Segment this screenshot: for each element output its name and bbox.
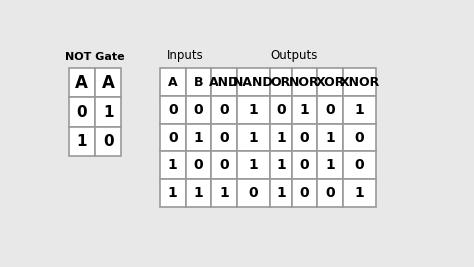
Text: 0: 0 (248, 186, 258, 200)
Text: 1: 1 (193, 186, 203, 200)
Text: 1: 1 (219, 186, 229, 200)
Bar (317, 151, 343, 179)
Text: 0: 0 (168, 103, 178, 117)
Bar (292, 96, 317, 124)
Text: 1: 1 (168, 158, 178, 172)
Text: 0: 0 (168, 131, 178, 144)
Text: 1: 1 (248, 131, 258, 144)
Text: 1: 1 (193, 131, 203, 144)
Bar (317, 96, 343, 124)
Bar (95, 97, 121, 127)
Bar (186, 124, 211, 151)
Bar (95, 68, 121, 97)
Text: 0: 0 (193, 158, 203, 172)
Text: 1: 1 (76, 134, 87, 149)
Bar (343, 96, 376, 124)
Text: 0: 0 (76, 105, 87, 120)
Text: 0: 0 (300, 131, 310, 144)
Bar (69, 97, 95, 127)
Bar (237, 124, 270, 151)
Text: 1: 1 (355, 186, 365, 200)
Bar (343, 151, 376, 179)
Text: XNOR: XNOR (339, 76, 380, 89)
Bar (270, 124, 292, 151)
Text: NOR: NOR (289, 76, 320, 89)
Bar (160, 124, 186, 151)
Bar (270, 151, 292, 179)
Bar (160, 151, 186, 179)
Text: AND: AND (209, 76, 239, 89)
Text: 0: 0 (355, 158, 365, 172)
Text: 1: 1 (355, 103, 365, 117)
Bar (343, 179, 376, 207)
Bar (186, 68, 211, 96)
Bar (317, 68, 343, 96)
Text: B: B (193, 76, 203, 89)
Bar (343, 124, 376, 151)
Bar (186, 96, 211, 124)
Text: 0: 0 (103, 134, 113, 149)
Text: 0: 0 (219, 158, 229, 172)
Bar (186, 151, 211, 179)
Bar (292, 151, 317, 179)
Text: 0: 0 (219, 103, 229, 117)
Text: 1: 1 (325, 158, 335, 172)
Bar (317, 124, 343, 151)
Bar (160, 68, 186, 96)
Bar (211, 68, 237, 96)
Text: OR: OR (271, 76, 291, 89)
Text: 1: 1 (325, 131, 335, 144)
Text: 1: 1 (248, 158, 258, 172)
Text: 0: 0 (355, 131, 365, 144)
Bar (270, 96, 292, 124)
Bar (270, 68, 292, 96)
Bar (160, 96, 186, 124)
Bar (69, 127, 95, 156)
Text: 1: 1 (103, 105, 113, 120)
Text: 0: 0 (219, 131, 229, 144)
Text: 0: 0 (276, 103, 286, 117)
Text: NOT Gate: NOT Gate (65, 52, 125, 62)
Text: A: A (101, 74, 115, 92)
Text: 0: 0 (300, 186, 310, 200)
Text: 0: 0 (193, 103, 203, 117)
Text: 0: 0 (325, 186, 335, 200)
Text: A: A (75, 74, 88, 92)
Text: A: A (168, 76, 178, 89)
Text: 1: 1 (276, 186, 286, 200)
Bar (237, 68, 270, 96)
Bar (211, 179, 237, 207)
Bar (69, 68, 95, 97)
Text: 0: 0 (325, 103, 335, 117)
Text: Inputs: Inputs (167, 49, 204, 62)
Text: Outputs: Outputs (270, 49, 318, 62)
Text: 1: 1 (276, 131, 286, 144)
Bar (95, 127, 121, 156)
Text: 0: 0 (300, 158, 310, 172)
Bar (211, 96, 237, 124)
Bar (237, 151, 270, 179)
Bar (160, 179, 186, 207)
Bar (270, 179, 292, 207)
Bar (317, 179, 343, 207)
Bar (237, 96, 270, 124)
Text: 1: 1 (248, 103, 258, 117)
Bar (237, 179, 270, 207)
Bar (292, 68, 317, 96)
Text: XOR: XOR (315, 76, 345, 89)
Text: 1: 1 (168, 186, 178, 200)
Text: NAND: NAND (233, 76, 273, 89)
Text: 1: 1 (300, 103, 310, 117)
Bar (186, 179, 211, 207)
Bar (292, 124, 317, 151)
Bar (211, 151, 237, 179)
Bar (292, 179, 317, 207)
Text: 1: 1 (276, 158, 286, 172)
Bar (343, 68, 376, 96)
Bar (211, 124, 237, 151)
